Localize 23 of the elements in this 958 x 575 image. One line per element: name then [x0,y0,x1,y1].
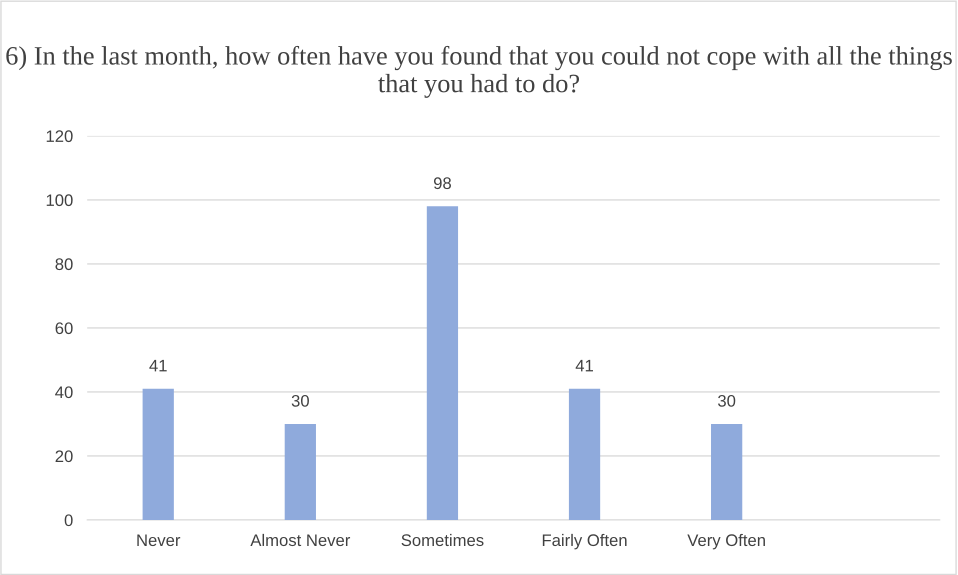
data-label: 98 [434,177,451,190]
y-tick-label: 40 [55,386,73,398]
x-tick-label: Never [137,534,180,546]
x-tick-label: Almost Never [250,534,350,546]
y-tick-label: 80 [55,258,73,270]
y-tick-label: 120 [46,130,73,142]
y-tick-label: 0 [64,514,73,526]
data-label: 30 [718,394,736,407]
y-tick-label: 100 [46,194,73,206]
data-label: 41 [576,360,593,372]
y-tick-label: 20 [56,450,73,462]
bar [568,388,600,520]
bar [711,424,742,520]
x-tick-label: Sometimes [402,534,484,546]
x-tick-label: Very Often [687,534,765,550]
data-label: 41 [149,360,167,372]
bar [426,206,458,520]
bar [142,388,174,520]
x-tick-label: Fairly Often [542,534,627,550]
chart-title: 6) In the last month, how often have you found that you could not cope with all the things that you had to do? [6,46,952,98]
bar [284,424,316,520]
y-tick-label: 60 [56,322,73,334]
data-label: 30 [292,394,309,407]
